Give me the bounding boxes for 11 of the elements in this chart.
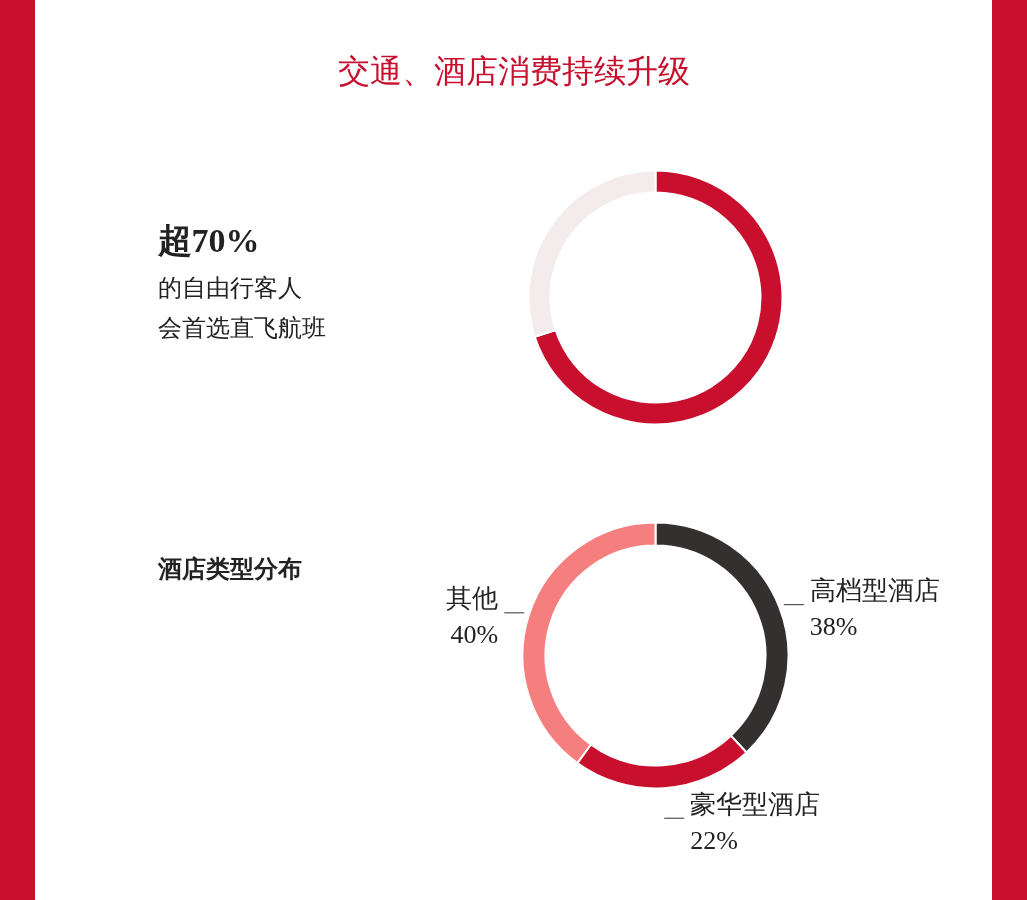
text: 超70% <box>156 222 260 259</box>
slice-label: 高档型酒店 <box>809 576 940 606</box>
data-label: 38% <box>809 612 858 642</box>
text: 酒店类型分布 <box>156 555 302 582</box>
text: 的自由行客人 <box>157 274 302 301</box>
slice-label: 豪华型酒店 <box>690 789 821 819</box>
slice-label: 其他 <box>446 584 499 614</box>
data-label: 22% <box>690 825 738 855</box>
text: 会首选直飞航班 <box>157 314 326 341</box>
data-label: 40% <box>450 620 499 650</box>
chart-title: 交通、酒店消费持续升级 <box>338 52 690 89</box>
